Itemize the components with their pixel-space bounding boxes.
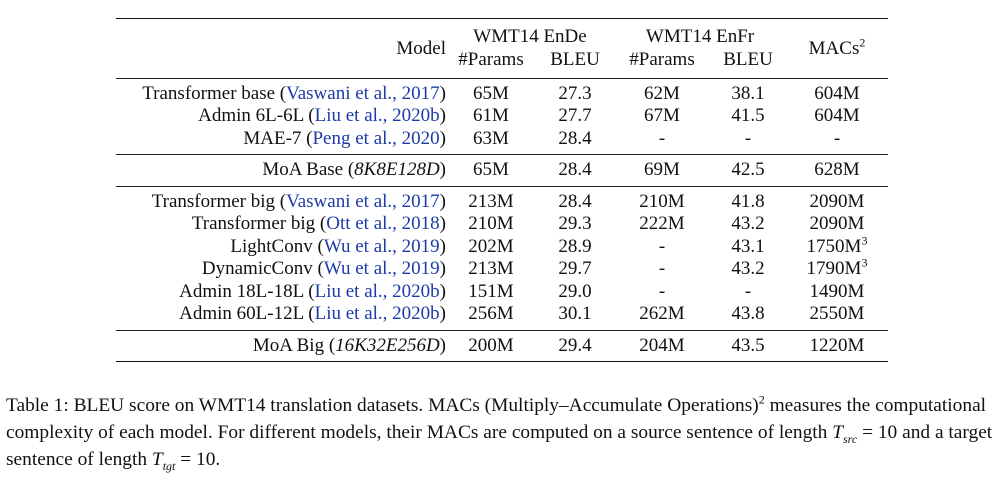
- header-wmt14-enfr: WMT14 EnFr: [645, 26, 755, 47]
- table-row: LightConv (Wu et al., 2019) 202M 28.9 -43…: [230, 233, 868, 257]
- header-wmt14-ende: WMT14 EnDe: [473, 26, 587, 47]
- header-params-ende: #Params: [458, 49, 524, 71]
- top-rule: [116, 18, 888, 19]
- table-row: Transformer base (Vaswani et al., 2017) …: [142, 82, 860, 104]
- section-rule: [116, 154, 888, 155]
- table-caption: Table 1: BLEU score on WMT14 translation…: [6, 392, 993, 473]
- table-row: Transformer big (Vaswani et al., 2017) 2…: [151, 190, 865, 212]
- bottom-rule: [116, 361, 888, 362]
- citation-link[interactable]: Liu et al., 2020b: [314, 280, 440, 302]
- citation-link[interactable]: Vaswani et al., 2017: [286, 82, 440, 104]
- table-row: Admin 18L-18L (Liu et al., 2020b) 151M 29…: [179, 280, 865, 302]
- header-sub-row: Model #Params BLEU #Params BLEU: [116, 38, 888, 72]
- section-rule: [116, 185, 888, 187]
- header-group-row: WMT14 EnDe WMT14 EnFr MACs2: [116, 25, 888, 59]
- table-row: Transformer big (Ott et al., 2018) 210M 2…: [191, 213, 865, 235]
- table-row: Admin 6L-6L (Liu et al., 2020b) 61M 27.7 …: [198, 105, 860, 127]
- moa-big-config: 16K32E256D: [335, 334, 440, 356]
- table-row: MoA Base (8K8E128D) 65M 28.4 69M 42.5 628M: [262, 159, 860, 181]
- citation-link[interactable]: Liu et al., 2020b: [314, 303, 440, 325]
- header-bleu-enfr: BLEU: [723, 49, 773, 71]
- table-row: DynamicConv (Wu et al., 2019) 213M 29.7 -…: [201, 255, 868, 280]
- moa-base-config: 8K8E128D: [354, 159, 440, 181]
- citation-link[interactable]: Liu et al., 2020b: [314, 105, 440, 127]
- header-params-enfr: #Params: [629, 49, 695, 71]
- results-table: WMT14 EnDe WMT14 EnFr MACs2 Model #Param…: [116, 18, 888, 362]
- header-macs: MACs2: [808, 35, 866, 59]
- moa-big-section: MoA Big (16K32E256D) 200M 29.4 204M 43.5 1…: [116, 331, 888, 362]
- table-row: MAE-7 (Peng et al., 2020) 63M 28.4 -- -: [243, 127, 841, 149]
- big-baselines-section: Transformer big (Vaswani et al., 2017) 2…: [116, 187, 888, 330]
- header-model: Model: [396, 38, 446, 60]
- citation-link[interactable]: Ott et al., 2018: [326, 213, 440, 235]
- table-row: MoA Big (16K32E256D) 200M 29.4 204M 43.5 1…: [252, 334, 865, 356]
- citation-link[interactable]: Wu et al., 2019: [323, 235, 440, 257]
- base-baselines-section: Transformer base (Vaswani et al., 2017) …: [116, 79, 888, 155]
- header-bleu-ende: BLEU: [550, 49, 600, 71]
- citation-link[interactable]: Vaswani et al., 2017: [286, 190, 440, 212]
- header-rule: [116, 77, 888, 79]
- citation-link[interactable]: Wu et al., 2019: [323, 258, 440, 280]
- moa-base-section: MoA Base (8K8E128D) 65M 28.4 69M 42.5 628M: [116, 155, 888, 186]
- table-row: Admin 60L-12L (Liu et al., 2020b) 256M 30…: [179, 303, 865, 325]
- section-rule: [116, 329, 888, 331]
- citation-link[interactable]: Peng et al., 2020: [312, 127, 440, 149]
